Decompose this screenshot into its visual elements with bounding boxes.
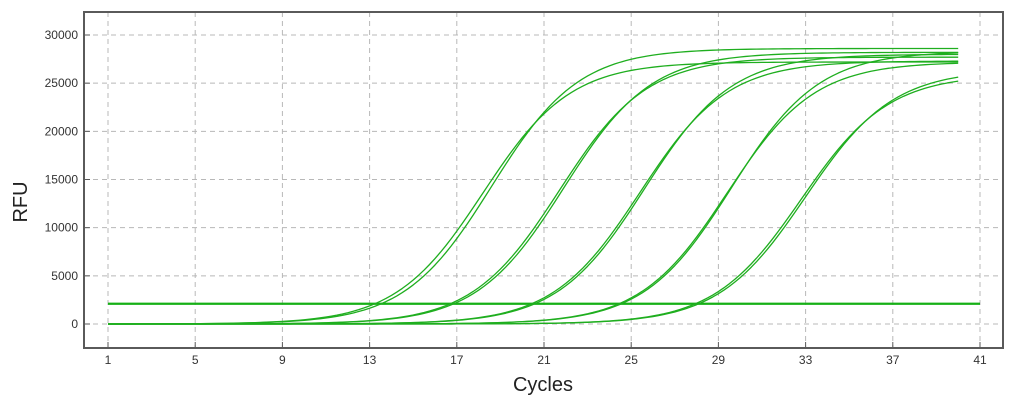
y-tick-label: 5000 — [51, 269, 78, 283]
grid-layer — [84, 12, 1003, 348]
y-axis-label: RFU — [10, 181, 32, 222]
x-tick-label: 25 — [625, 353, 639, 367]
x-tick-label: 17 — [450, 353, 464, 367]
x-tick-label: 33 — [799, 353, 813, 367]
x-axis-label: Cycles — [513, 374, 573, 396]
x-tick-label: 5 — [192, 353, 199, 367]
y-tick-label: 25000 — [45, 76, 79, 90]
x-tick-label: 29 — [712, 353, 726, 367]
y-tick-label: 20000 — [45, 124, 79, 138]
tick-layer: 1 5 9 13 17 21 25 29 33 37 41 0 5000 10000 15000 20000 2… — [45, 28, 987, 367]
amplification-curve — [108, 80, 959, 325]
x-tick-label: 1 — [105, 353, 112, 367]
x-tick-label: 37 — [886, 353, 900, 367]
amplification-curve — [108, 61, 959, 325]
series-layer — [107, 47, 959, 325]
y-tick-label: 10000 — [45, 221, 79, 235]
x-tick-label: 21 — [537, 353, 551, 367]
x-tick-label: 13 — [363, 353, 377, 367]
x-tick-label: 9 — [279, 353, 286, 367]
y-tick-label: 30000 — [45, 28, 79, 42]
x-tick-label: 41 — [973, 353, 987, 367]
y-tick-label: 15000 — [45, 173, 79, 187]
y-tick-label: 0 — [71, 317, 78, 331]
